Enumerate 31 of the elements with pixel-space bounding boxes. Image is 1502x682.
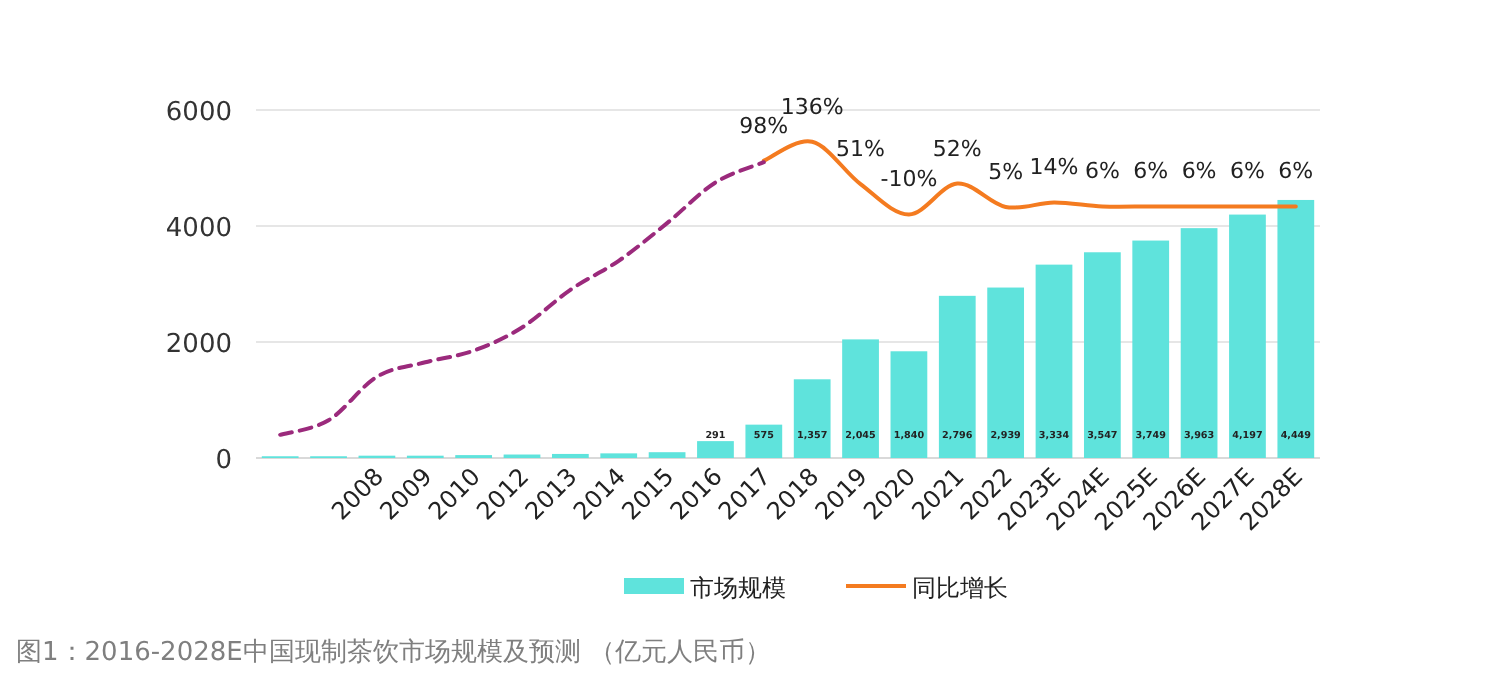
data-label: 52% [932,135,982,162]
bar [745,424,783,458]
data-label: -10% [880,166,938,193]
legend-label: 同比增长 [912,574,1008,602]
bar [1083,252,1121,458]
bar [1132,240,1170,458]
bar [842,339,879,458]
data-label: 5% [988,158,1024,185]
data-label: 14% [1029,154,1079,181]
y-tick-label: 0 [215,446,232,476]
bar [987,287,1025,458]
legend-label: 市场规模 [690,574,786,602]
data-label: 51% [836,136,885,163]
caption: 图1：2016-2028E中国现制茶饮市场规模及预测 （亿元人民币） [16,638,771,668]
data-label: 6% [1133,158,1169,185]
bar [648,452,686,458]
data-label: 6% [1278,158,1314,185]
bar [1277,199,1315,458]
bar [793,379,831,458]
y-tick-label: 2000 [165,330,232,360]
bar [1180,228,1218,458]
y-tick-label: 4000 [165,214,232,244]
data-label: 6% [1230,158,1265,185]
bar [1229,214,1266,458]
bar [938,295,976,458]
bar [1035,264,1073,458]
bar [697,441,734,458]
y-tick-label: 6000 [165,98,232,128]
bar [890,351,928,458]
data-label: 6% [1181,158,1217,185]
data-label: 6% [1084,158,1120,185]
